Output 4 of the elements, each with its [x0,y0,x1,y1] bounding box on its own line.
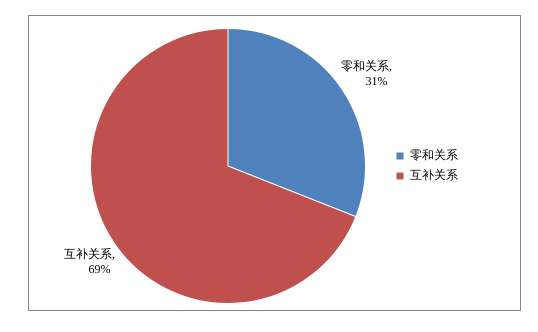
data-label: 零和关系, 31% [341,58,392,88]
data-label: 互补关系, 69% [64,247,115,276]
legend-label: 互补关系 [410,168,458,182]
legend-label: 零和关系 [410,148,458,162]
